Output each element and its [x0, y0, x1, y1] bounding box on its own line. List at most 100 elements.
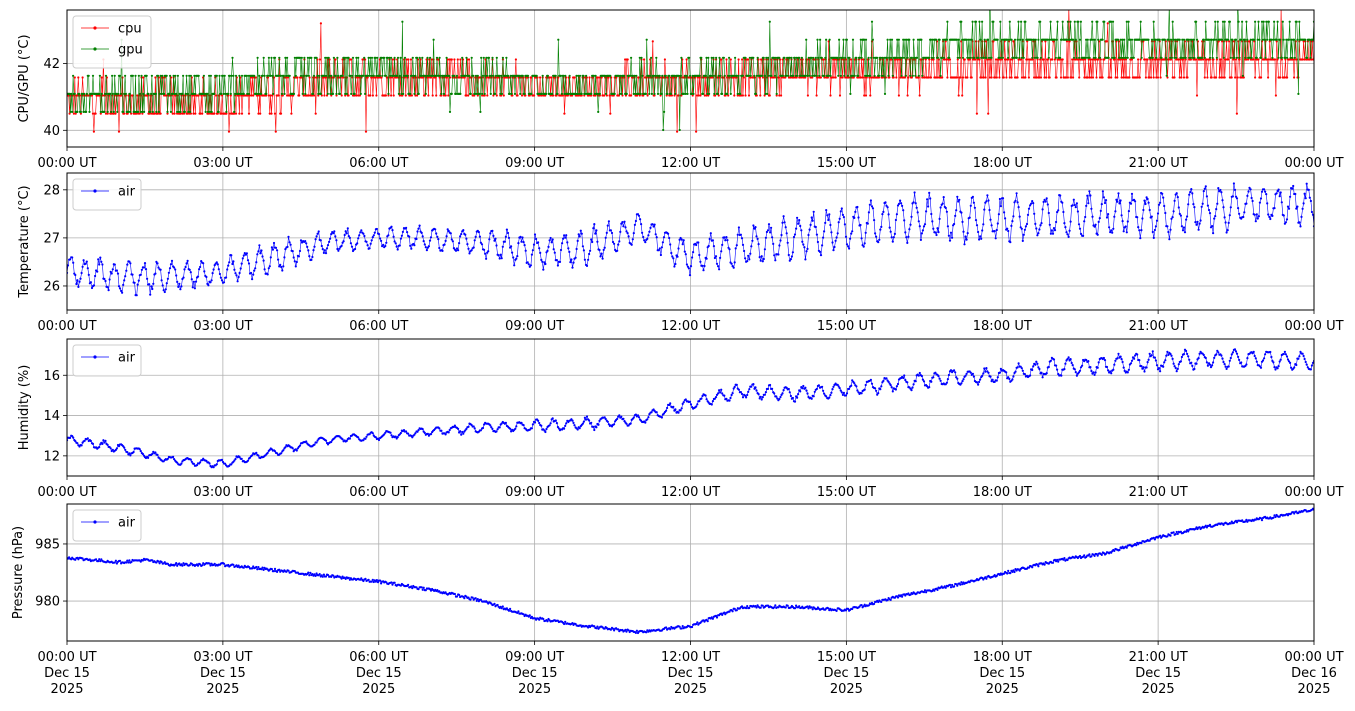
series-air-point: [499, 257, 501, 259]
series-air-point: [1000, 205, 1002, 207]
series-cpu-point: [1252, 58, 1254, 60]
series-air-point: [821, 386, 823, 388]
series-air-point: [718, 389, 720, 391]
series-air-point: [460, 434, 462, 436]
series-gpu-point: [354, 93, 356, 95]
series-air-point: [1095, 224, 1097, 226]
series-gpu-point: [189, 111, 191, 113]
series-air-point: [845, 236, 847, 238]
series-cpu-point: [255, 76, 257, 78]
series-air-point: [814, 391, 816, 393]
series-air-point: [1193, 206, 1195, 208]
series-gpu-point: [440, 93, 442, 95]
series-air-point: [129, 454, 131, 456]
series-air-point: [624, 226, 626, 228]
series-air-point: [748, 258, 750, 260]
series-air-point: [1143, 200, 1145, 202]
series-cpu-point: [907, 94, 909, 96]
series-gpu-point: [177, 75, 179, 77]
series-cpu-point: [1286, 76, 1288, 78]
series-gpu-point: [1212, 57, 1214, 59]
series-air-point: [257, 250, 259, 252]
series-air-point: [104, 440, 106, 442]
series-cpu-point: [82, 76, 84, 78]
series-air-point: [841, 207, 843, 209]
series-air-point: [731, 394, 733, 396]
series-air-point: [390, 226, 392, 228]
series-gpu-point: [939, 75, 941, 77]
series-air-point: [108, 289, 110, 291]
series-air-point: [608, 220, 610, 222]
series-gpu-point: [1253, 39, 1255, 41]
series-air-point: [512, 256, 514, 258]
series-gpu-point: [1009, 21, 1011, 23]
series-gpu-point: [555, 75, 557, 77]
series-gpu-point: [1192, 39, 1194, 41]
series-air-point: [133, 451, 135, 453]
series-air-point: [980, 238, 982, 240]
series-gpu-point: [357, 57, 359, 59]
series-air-point: [544, 431, 546, 433]
series-air-point: [683, 401, 685, 403]
series-cpu-point: [275, 131, 277, 133]
series-air-point: [622, 225, 624, 227]
series-gpu-point: [823, 75, 825, 77]
series-air-point: [1310, 200, 1312, 202]
series-air-point: [1196, 221, 1198, 223]
series-gpu-point: [364, 93, 366, 95]
series-air-point: [180, 463, 182, 465]
series-air-point: [391, 229, 393, 231]
series-air-point: [1138, 229, 1140, 231]
series-air-point: [1291, 188, 1293, 190]
series-air-point: [1257, 217, 1259, 219]
series-air-point: [1038, 228, 1040, 230]
series-gpu-point: [1296, 39, 1298, 41]
series-air-point: [1286, 218, 1288, 220]
series-air-point: [804, 387, 806, 389]
series-gpu-point: [1260, 57, 1262, 59]
series-air-point: [562, 238, 564, 240]
series-air-point: [1112, 228, 1114, 230]
series-gpu-point: [1097, 39, 1099, 41]
series-cpu-point: [1011, 76, 1013, 78]
series-air-point: [90, 440, 92, 442]
series-gpu-point: [174, 75, 176, 77]
series-gpu-point: [1067, 21, 1069, 23]
series-gpu-point: [190, 75, 192, 77]
series-air-point: [195, 281, 197, 283]
series-gpu-point: [409, 93, 411, 95]
series-air-point: [750, 386, 752, 388]
series-air-point: [360, 229, 362, 231]
series-air-point: [555, 419, 557, 421]
series-air-point: [982, 223, 984, 225]
series-air-point: [473, 425, 475, 427]
series-air-point: [873, 219, 875, 221]
series-air-point: [1208, 209, 1210, 211]
y-tick-label: 28: [43, 183, 60, 198]
series-air-point: [877, 241, 879, 243]
series-air-point: [110, 447, 112, 449]
series-air-point: [979, 235, 981, 237]
series-gpu-point: [1238, 21, 1240, 23]
legend: air: [73, 179, 141, 210]
series-air-point: [1003, 211, 1005, 213]
series-air-point: [792, 251, 794, 253]
series-air-point: [1059, 194, 1061, 196]
series-air-point: [804, 258, 806, 260]
series-air-point: [998, 213, 1000, 215]
series-air-point: [681, 238, 683, 240]
series-gpu-point: [1224, 21, 1226, 23]
series-gpu-point: [882, 75, 884, 77]
series-gpu-point: [1023, 57, 1025, 59]
series-air-point: [689, 401, 691, 403]
series-gpu-point: [666, 93, 668, 95]
series-air-point: [102, 439, 104, 441]
series-air-point: [581, 233, 583, 235]
series-gpu-point: [218, 75, 220, 77]
series-gpu-point: [471, 57, 473, 59]
series-air-point: [719, 391, 721, 393]
series-air-point: [856, 206, 858, 208]
series-air-point: [1305, 197, 1307, 199]
series-air-point: [546, 250, 548, 252]
